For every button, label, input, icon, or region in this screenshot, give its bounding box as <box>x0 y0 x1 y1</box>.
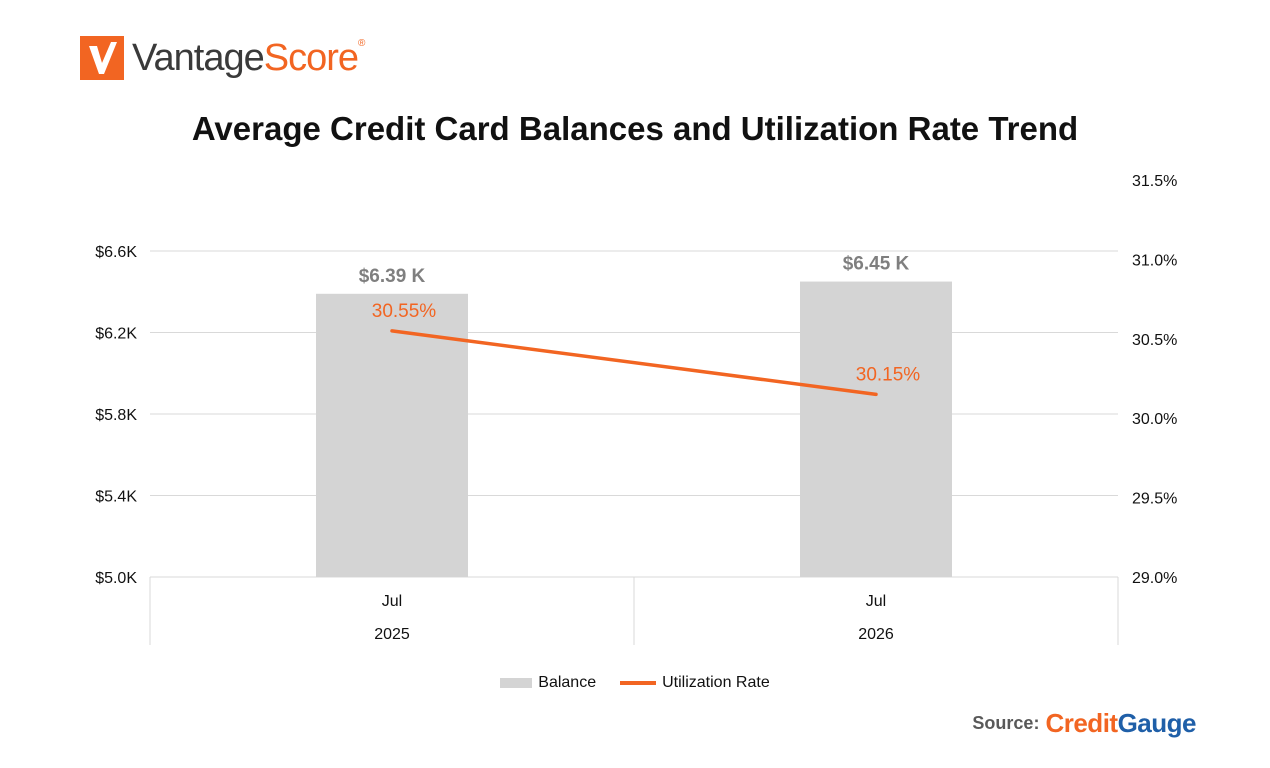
brand-name: VantageScore® <box>132 37 365 79</box>
source-label: Source: <box>972 713 1040 733</box>
bar-data-label: $6.45 K <box>843 254 910 275</box>
gridlines <box>150 250 1118 578</box>
right-axis-tick-label: 30.5% <box>1132 332 1177 349</box>
balance-bars <box>316 281 952 577</box>
left-axis-tick-label: $5.0K <box>95 570 137 587</box>
line-data-label: 30.55% <box>372 301 437 322</box>
left-axis-tick-label: $5.8K <box>95 407 137 424</box>
bar-balance-2025 <box>316 293 468 577</box>
right-axis-tick-label: 30.0% <box>1132 411 1177 428</box>
category-month-label: Jul <box>382 593 402 610</box>
legend-item-utilization: Utilization Rate <box>620 674 770 692</box>
category-year-label: 2026 <box>858 626 894 643</box>
legend-swatch-utilization <box>620 681 657 685</box>
legend-label-balance: Balance <box>538 674 597 691</box>
data-labels: $6.39 K $6.45 K 30.55% 30.15% <box>359 254 921 386</box>
right-axis-ticks: 29.0% 29.5% 30.0% 30.5% 31.0% 31.5% <box>1132 173 1177 587</box>
utilization-line <box>390 329 878 397</box>
right-axis-tick-label: 29.5% <box>1132 491 1177 508</box>
legend: Balance Utilization Rate <box>0 674 1270 692</box>
line-data-label: 30.15% <box>856 364 921 385</box>
legend-item-balance: Balance <box>500 674 596 692</box>
brand-name-part2: Score <box>263 37 359 79</box>
right-axis-tick-label: 29.0% <box>1132 570 1177 587</box>
category-month-label: Jul <box>866 593 886 610</box>
bar-data-label: $6.39 K <box>359 266 426 287</box>
category-year-label: 2025 <box>374 626 410 643</box>
right-axis-tick-label: 31.0% <box>1132 252 1177 269</box>
brand-name-part1: Vantage <box>132 37 265 79</box>
left-axis-ticks: $5.0K $5.4K $5.8K $6.2K $6.6K <box>95 244 137 587</box>
legend-label-utilization: Utilization Rate <box>662 674 770 691</box>
left-axis-tick-label: $6.6K <box>95 244 137 261</box>
vantagescore-logo-icon <box>80 36 124 80</box>
creditgauge-logo: CreditGauge <box>1045 708 1196 739</box>
left-axis-tick-label: $6.2K <box>95 326 137 343</box>
legend-swatch-balance <box>500 678 533 688</box>
creditgauge-part1: Credit <box>1045 708 1118 738</box>
vantagescore-logo: VantageScore® <box>80 34 365 82</box>
source-credit: Source: CreditGauge <box>972 708 1196 739</box>
utilization-line-group <box>390 329 878 397</box>
chart-title: Average Credit Card Balances and Utiliza… <box>191 110 1079 147</box>
creditgauge-part2: Gauge <box>1117 708 1197 738</box>
left-axis-tick-label: $5.4K <box>95 489 137 506</box>
category-labels: Jul 2025 Jul 2026 <box>374 593 894 643</box>
bar-balance-2026 <box>800 281 952 577</box>
registered-mark: ® <box>358 38 365 49</box>
category-axis-frame <box>149 577 1119 645</box>
right-axis-tick-label: 31.5% <box>1132 173 1177 190</box>
